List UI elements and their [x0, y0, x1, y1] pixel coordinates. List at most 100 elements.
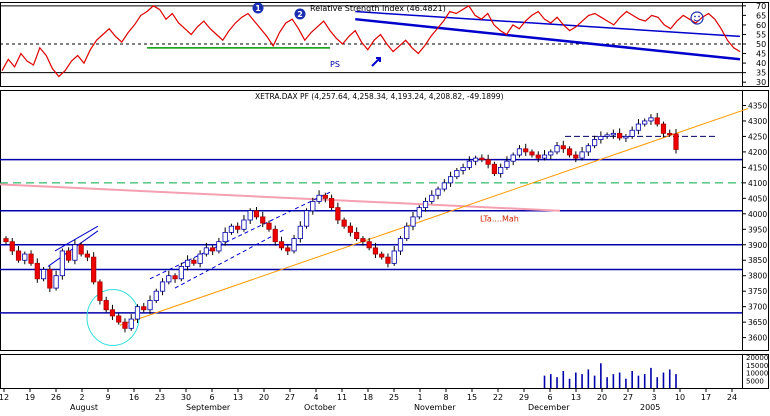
volume-bar — [575, 372, 577, 388]
candle — [635, 119, 642, 135]
candle — [372, 242, 379, 259]
candle-body — [166, 275, 172, 283]
candle — [548, 149, 554, 160]
x-tick-label: 6 — [209, 393, 214, 402]
candle — [479, 154, 485, 163]
candle-body — [541, 154, 548, 159]
candle-body — [47, 269, 53, 289]
candle-body — [147, 300, 153, 311]
price-tick-label: 4300 — [748, 117, 767, 126]
candle-body — [429, 194, 435, 202]
candle — [604, 132, 610, 139]
candle-body — [416, 207, 422, 218]
candle — [529, 149, 535, 158]
channel-line — [174, 228, 286, 289]
candle — [197, 250, 203, 268]
candle — [523, 143, 529, 156]
candle-body — [485, 159, 491, 165]
candle-body — [303, 210, 310, 227]
candle-body — [316, 194, 322, 202]
candle-body — [648, 117, 654, 122]
rsi-tick-label: 60 — [756, 21, 766, 30]
candle — [404, 222, 410, 242]
candle-body — [447, 176, 454, 184]
x-tick-label: 6 — [547, 393, 552, 402]
price-tick-label: 3950 — [748, 225, 767, 234]
candle — [103, 296, 109, 313]
candle-body — [560, 145, 566, 150]
candle — [159, 278, 166, 296]
x-axis: 12 19 26 2 9 16 23 30 6 13 20 27 4 11 18 25 1 8 15 22 29 6 13 2… — [0, 388, 737, 412]
candle-body — [523, 148, 529, 153]
x-tick-label: 22 — [493, 393, 503, 402]
candle-body — [554, 145, 560, 153]
marker-label: 1 — [255, 4, 261, 13]
price-tick-label: 3600 — [748, 334, 767, 343]
candle — [278, 236, 285, 251]
candle-body — [235, 225, 241, 230]
month-label: 2005 — [640, 403, 660, 412]
volume-bar — [643, 374, 646, 388]
candle — [617, 128, 623, 141]
candle — [447, 171, 454, 187]
candle-body — [466, 160, 472, 168]
x-tick-label: 29 — [519, 393, 529, 402]
candle-body — [335, 207, 341, 221]
candle — [122, 318, 128, 333]
candle — [642, 118, 648, 127]
rsi-annotation: PS — [330, 60, 340, 69]
candle-body — [667, 132, 673, 136]
rsi-tick-label: 35 — [756, 69, 766, 78]
price-panel: 3600 3650 3700 3750 3800 3850 3900 3950 4000 4050… — [0, 92, 767, 346]
candle-body — [72, 244, 78, 261]
candle — [235, 222, 241, 234]
volume-bar — [543, 375, 546, 388]
rsi-tick-label: 65 — [756, 11, 766, 20]
candle-body — [460, 166, 466, 171]
candle-body — [322, 194, 328, 199]
smiley-face — [690, 11, 704, 25]
candle — [660, 121, 667, 138]
candle — [397, 236, 404, 255]
price-tick-label: 4050 — [748, 194, 767, 203]
volume-bar — [637, 375, 640, 388]
candle-body — [391, 250, 397, 264]
candle-body — [610, 132, 616, 136]
candle-body — [591, 139, 598, 147]
candle-body — [379, 253, 385, 258]
candle — [667, 129, 673, 137]
candle — [460, 163, 466, 175]
candle — [72, 239, 78, 265]
candle — [410, 211, 416, 231]
x-tick-label: 19 — [25, 393, 35, 402]
smiley-icon — [690, 11, 704, 25]
candle-body — [134, 306, 141, 320]
candle — [629, 126, 635, 139]
marker-circle — [294, 8, 306, 20]
x-tick-label: 26 — [51, 393, 61, 402]
volume-bar — [568, 378, 571, 388]
candle — [504, 156, 510, 170]
candle-body — [372, 247, 379, 255]
candle — [341, 217, 347, 229]
candle — [228, 223, 235, 235]
candle — [260, 211, 266, 228]
x-tick-label: 9 — [105, 393, 110, 402]
candle — [59, 248, 65, 280]
candle-body — [22, 253, 28, 261]
price-tick-label: 4200 — [748, 148, 767, 157]
candle — [66, 247, 72, 263]
candle — [184, 255, 191, 271]
candle-body — [529, 151, 535, 156]
candle — [147, 295, 153, 314]
orange-uptrend-line — [119, 108, 749, 326]
candle — [535, 151, 541, 163]
candle — [40, 267, 47, 282]
candle — [53, 270, 59, 291]
x-tick-label: 24 — [727, 393, 737, 402]
candle — [191, 257, 197, 266]
candle — [566, 146, 573, 158]
candle-body — [535, 154, 541, 159]
candle-body — [360, 238, 366, 243]
